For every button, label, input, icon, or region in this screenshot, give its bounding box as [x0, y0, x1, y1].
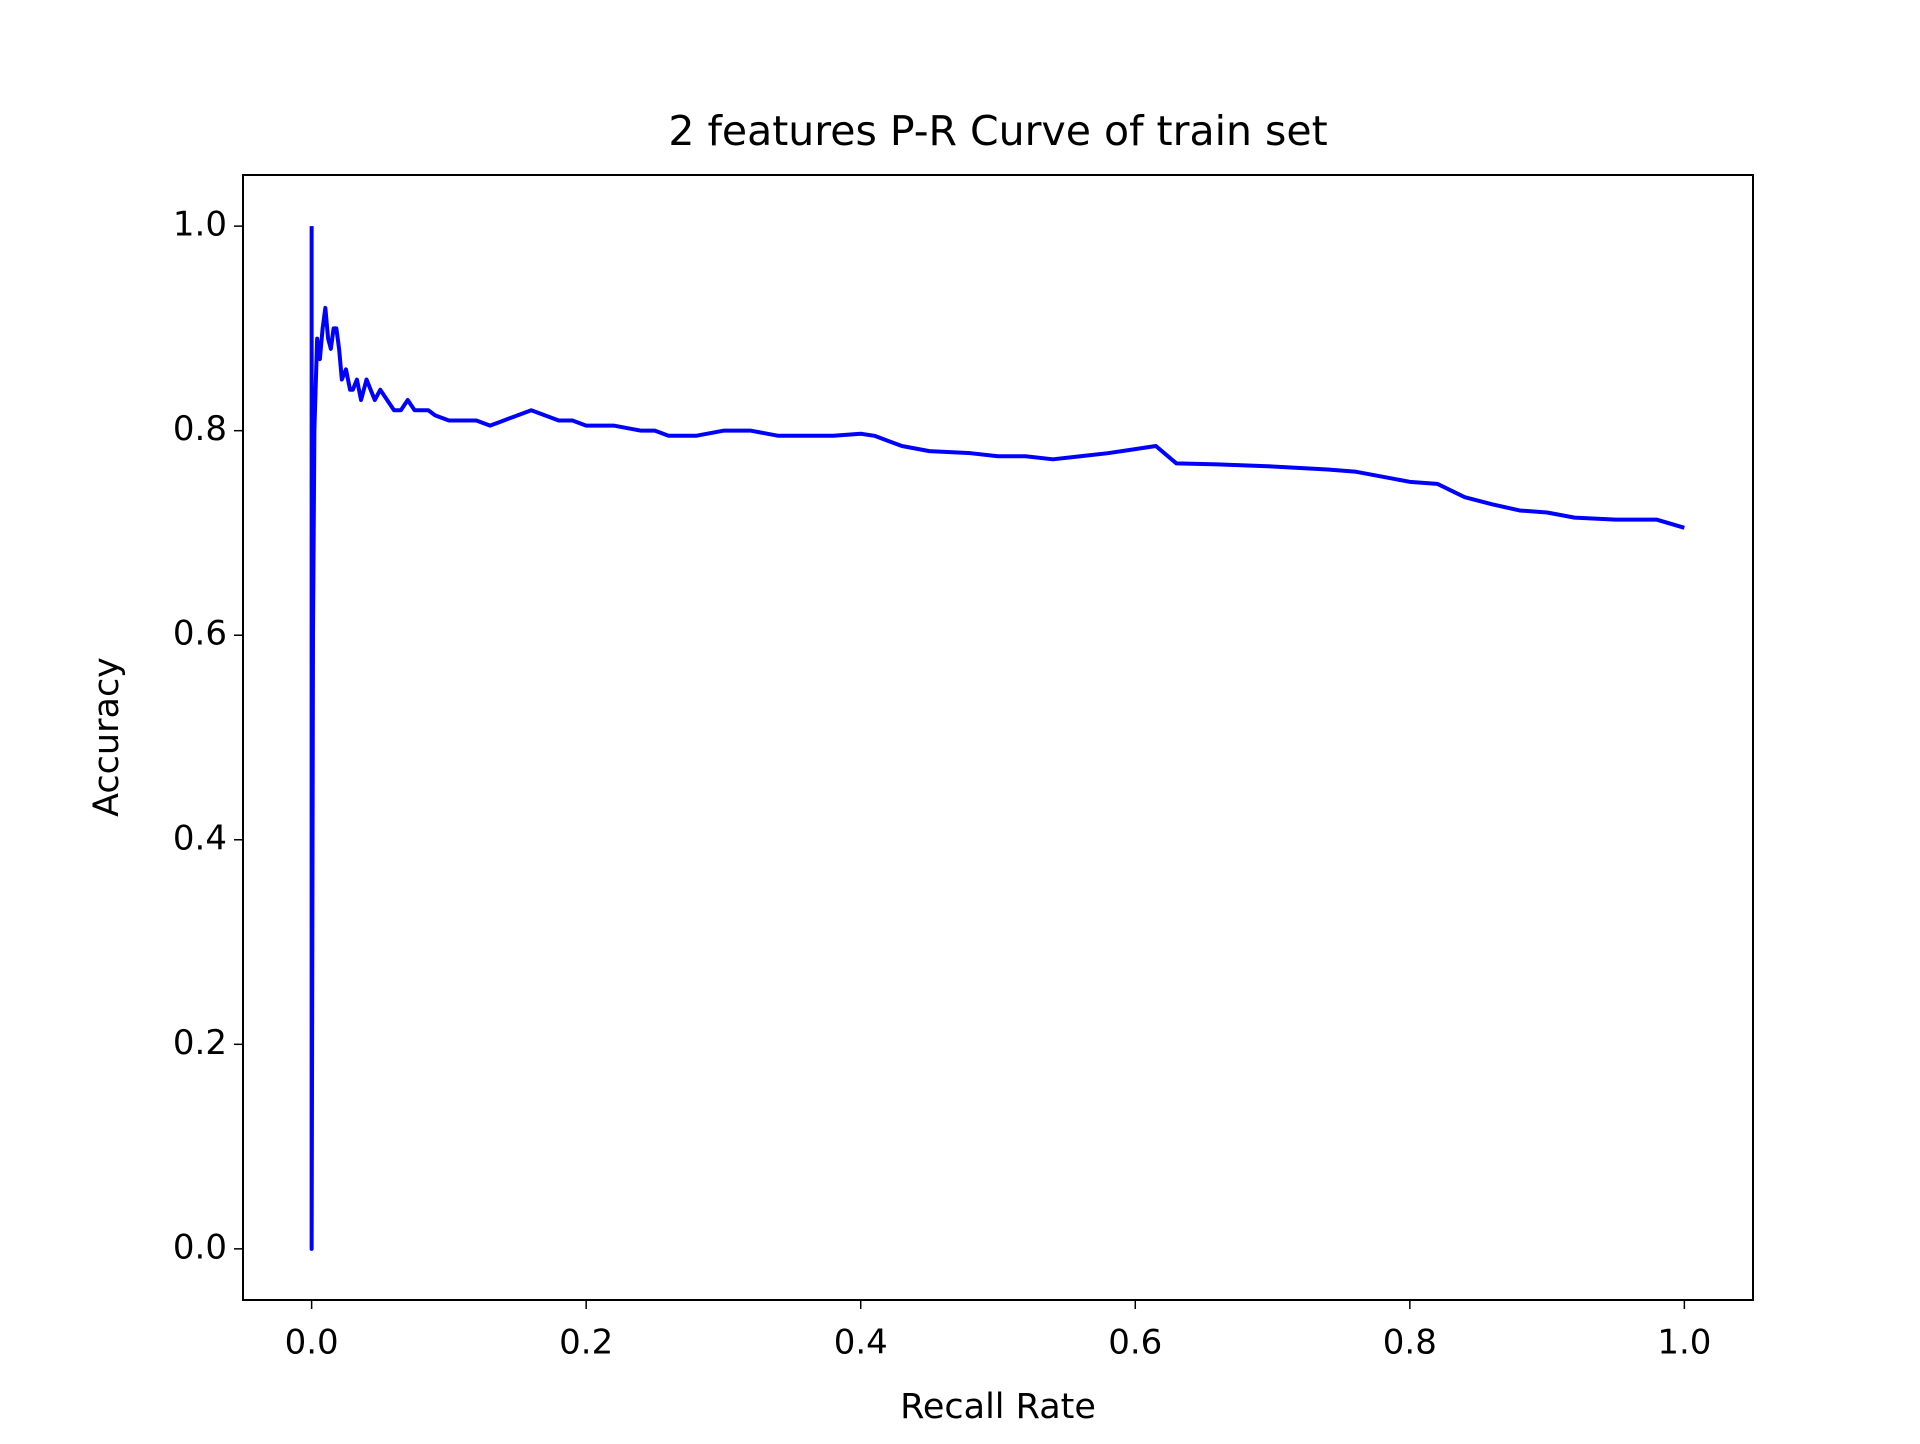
x-tick-label: 1.0	[1657, 1323, 1711, 1363]
chart-title: 2 features P-R Curve of train set	[668, 107, 1327, 155]
plot-frame	[242, 174, 1754, 1301]
y-tick-label: 0.6	[173, 614, 227, 654]
x-tick-label: 0.6	[1108, 1323, 1162, 1363]
x-tick-label: 0.4	[834, 1323, 888, 1363]
y-tick-label: 0.0	[173, 1227, 227, 1267]
line-series	[309, 226, 1685, 1251]
y-tick-label: 0.4	[173, 818, 227, 858]
x-tick-label: 0.8	[1383, 1323, 1437, 1363]
y-tick-label: 1.0	[173, 205, 227, 245]
y-tick-label: 0.8	[173, 409, 227, 449]
x-tick-label: 0.0	[285, 1323, 339, 1363]
y-axis-label: Accuracy	[87, 657, 127, 817]
x-tick-label: 0.2	[559, 1323, 613, 1363]
x-axis-label: Recall Rate	[900, 1387, 1096, 1427]
y-tick-label: 0.2	[173, 1023, 227, 1063]
